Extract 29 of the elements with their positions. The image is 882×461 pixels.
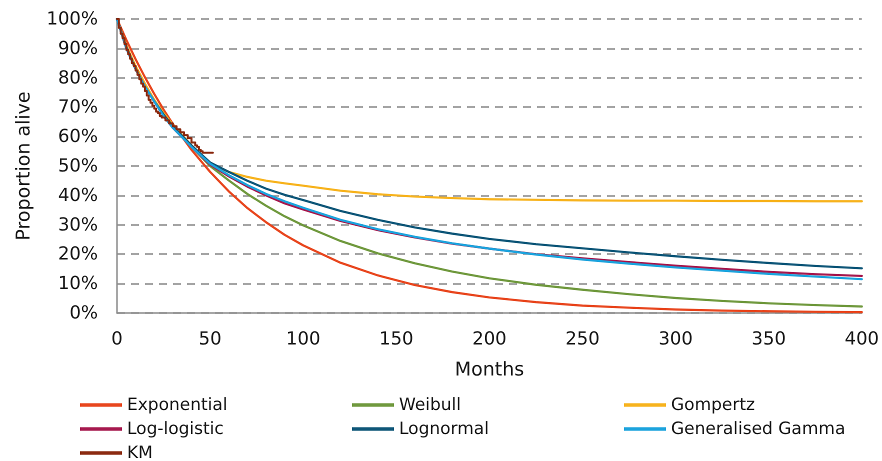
y-tick-label: 60% bbox=[58, 126, 98, 148]
y-tick-label: 40% bbox=[58, 184, 98, 206]
x-tick-label: 100 bbox=[286, 328, 320, 350]
legend-label: KM bbox=[127, 443, 153, 461]
legend-label: Gompertz bbox=[671, 395, 756, 415]
y-tick-label: 0% bbox=[69, 302, 98, 324]
x-tick-label: 400 bbox=[844, 328, 879, 350]
legend-label: Log-logistic bbox=[127, 419, 224, 439]
y-tick-label: 100% bbox=[46, 8, 98, 30]
y-tick-label: 20% bbox=[58, 244, 98, 265]
x-tick-label: 250 bbox=[565, 328, 600, 350]
y-tick-label: 10% bbox=[58, 273, 98, 294]
x-axis-title: Months bbox=[454, 358, 524, 380]
y-tick-label: 30% bbox=[58, 214, 98, 236]
legend-label: Lognormal bbox=[399, 419, 489, 439]
x-tick-label: 50 bbox=[198, 328, 222, 350]
y-tick-label: 50% bbox=[58, 156, 98, 176]
y-axis-title: Proportion alive bbox=[12, 91, 34, 241]
x-tick-label: 200 bbox=[472, 328, 507, 350]
x-tick-label: 350 bbox=[752, 328, 786, 350]
x-tick-label: 150 bbox=[379, 328, 414, 350]
y-tick-label: 70% bbox=[58, 96, 98, 118]
legend-label: Exponential bbox=[127, 395, 228, 415]
legend-label: Weibull bbox=[399, 395, 462, 415]
y-tick-label: 80% bbox=[58, 67, 98, 88]
x-tick-label: 0 bbox=[111, 328, 123, 350]
legend-label: Generalised Gamma bbox=[671, 419, 846, 439]
x-tick-label: 300 bbox=[658, 328, 693, 350]
y-tick-label: 90% bbox=[58, 38, 98, 59]
